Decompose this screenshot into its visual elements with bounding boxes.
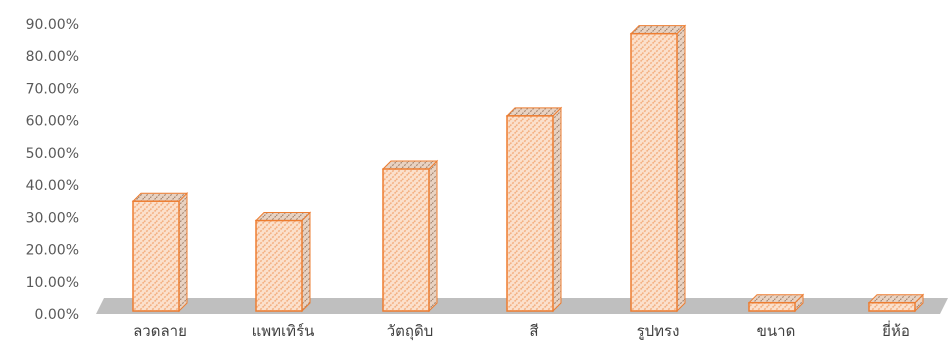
bar-front-face <box>255 219 303 312</box>
bar <box>867 293 925 313</box>
x-category-label: ลวดลาย <box>133 322 187 340</box>
bars <box>131 24 925 313</box>
bar <box>629 24 687 313</box>
x-category-label: ยี่ห้อ <box>882 320 910 340</box>
bar-front-face <box>868 301 916 312</box>
bar <box>747 293 805 313</box>
bar-side-face <box>552 106 562 313</box>
bar-side-face <box>301 211 311 313</box>
y-axis: 0.00% 10.00% 20.00% 30.00% 40.00% 50.00% 60.00… <box>26 17 79 323</box>
y-tick-label: 30.00% <box>26 210 79 226</box>
bar-side-face <box>676 24 686 313</box>
y-tick-label: 10.00% <box>26 275 79 291</box>
bar-front-face <box>506 115 554 312</box>
y-tick-label: 90.00% <box>26 17 79 33</box>
bar <box>131 192 189 313</box>
bar <box>254 211 312 313</box>
bar-top-face <box>629 25 687 35</box>
y-tick-label: 50.00% <box>26 146 79 162</box>
bar <box>381 159 439 313</box>
y-tick-label: 80.00% <box>26 49 79 65</box>
y-tick-label: 60.00% <box>26 114 79 130</box>
x-category-label: สี <box>529 322 538 340</box>
bar-front-face <box>382 168 430 312</box>
bar-top-face <box>505 107 563 117</box>
bar-front-face <box>630 32 678 312</box>
bar-side-face <box>178 192 188 313</box>
y-tick-label: 70.00% <box>26 81 79 97</box>
bar-top-face <box>381 160 439 170</box>
x-axis: ลวดลาย แพทเทิร์น วัตถุดิบ สี รูปทรง ขนาด ยี่ห้… <box>133 320 910 341</box>
y-tick-label: 0.00% <box>35 307 79 323</box>
x-category-label: ขนาด <box>757 322 796 340</box>
bar-top-face <box>747 294 805 304</box>
x-category-label: วัตถุดิบ <box>387 322 434 341</box>
x-category-label: แพทเทิร์น <box>252 322 315 340</box>
bar-top-face <box>254 212 312 222</box>
bar-front-face <box>748 301 796 312</box>
bar-top-face <box>131 192 189 202</box>
y-tick-label: 40.00% <box>26 178 79 194</box>
x-category-label: รูปทรง <box>637 322 680 340</box>
bar-front-face <box>132 200 180 312</box>
y-tick-label: 20.00% <box>26 243 79 259</box>
bar-side-face <box>428 159 438 313</box>
bar <box>505 106 563 313</box>
bar-top-face <box>867 294 925 304</box>
